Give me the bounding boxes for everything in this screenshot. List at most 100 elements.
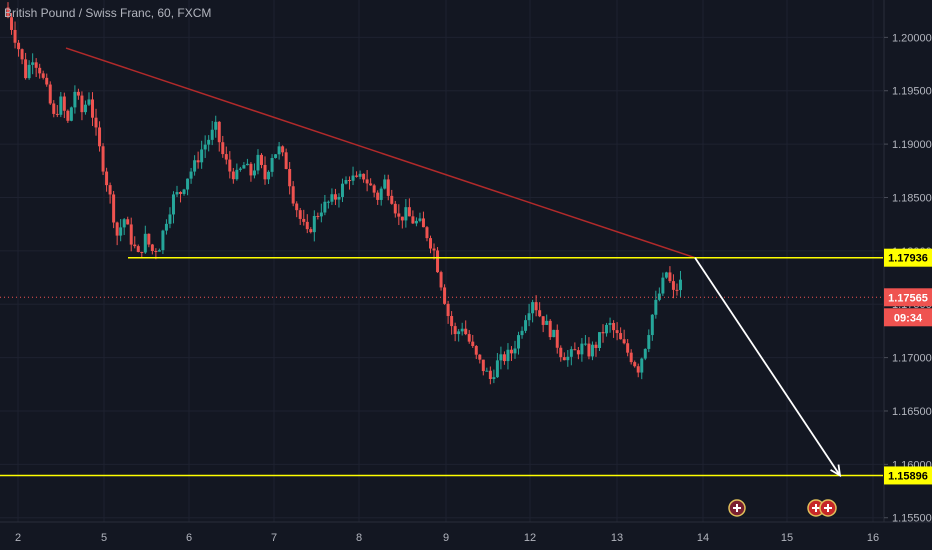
price-tag-current <box>884 288 932 307</box>
candle-body <box>425 227 429 239</box>
candle-body <box>281 146 285 153</box>
candle-body <box>87 99 91 105</box>
candle-body <box>182 189 186 194</box>
candle-body <box>41 73 45 78</box>
candle-body <box>27 64 31 79</box>
uk-flag-event-icon[interactable] <box>728 499 746 517</box>
candle-body <box>411 216 415 224</box>
candle-body <box>485 370 489 372</box>
candle-body <box>583 343 587 345</box>
candle-body <box>531 302 535 314</box>
candle-body <box>224 154 228 160</box>
candle-body <box>305 221 309 230</box>
candle-body <box>157 250 161 252</box>
candle-body <box>94 117 98 128</box>
candle-body <box>439 272 443 288</box>
candle-body <box>17 42 21 50</box>
candle-body <box>421 218 425 228</box>
candle-body <box>450 316 454 327</box>
price-tick-label: 1.17000 <box>892 353 932 365</box>
price-tick-label: 1.16500 <box>892 406 932 418</box>
candle-body <box>499 354 503 361</box>
candle-body <box>471 341 475 347</box>
candle-body <box>414 220 418 224</box>
candle-body <box>277 146 281 155</box>
candle-body <box>534 302 538 311</box>
candle-body <box>319 212 323 217</box>
candle-body <box>161 230 165 251</box>
candle-body <box>20 49 24 60</box>
candle-body <box>351 175 355 181</box>
candle-body <box>59 96 63 115</box>
candle-body <box>481 359 485 372</box>
candle-body <box>45 77 49 85</box>
time-tick-label: 2 <box>15 532 21 544</box>
candle-body <box>83 104 87 113</box>
candle-body <box>284 152 288 170</box>
price-tags: 1.17936 1.17565 09:34 1.15896 <box>884 248 932 485</box>
candle-body <box>369 183 373 186</box>
candle-body <box>267 171 271 180</box>
candle-body <box>569 349 573 357</box>
candle-body <box>291 186 295 204</box>
candle-body <box>217 121 221 143</box>
candle-body <box>252 170 256 176</box>
candle-body <box>619 333 623 340</box>
candle-body <box>509 349 513 354</box>
candle-body <box>527 313 531 321</box>
candle-body <box>13 29 17 43</box>
candle-body <box>453 326 457 335</box>
time-tick-label: 8 <box>356 532 362 544</box>
candle-body <box>274 154 278 158</box>
candle-body <box>362 173 366 180</box>
event-icons[interactable] <box>728 499 837 517</box>
candle-body <box>365 179 369 184</box>
candle-body <box>309 229 313 233</box>
candle-body <box>348 180 352 182</box>
chart-title: British Pound / Swiss Franc, 60, FXCM <box>4 6 212 20</box>
price-tag-label: 1.17565 <box>888 292 928 304</box>
candle-body <box>179 192 183 194</box>
candle-body <box>467 334 471 342</box>
candle-body <box>260 154 263 165</box>
candle-body <box>38 67 42 74</box>
candle-body <box>555 329 559 348</box>
candle-body <box>48 84 52 104</box>
candle-body <box>154 251 158 253</box>
candle-body <box>629 352 633 363</box>
candle-body <box>650 314 654 336</box>
candle-body <box>242 165 246 169</box>
candle-body <box>390 195 394 204</box>
candle-body <box>150 244 154 252</box>
candle-body <box>6 7 10 18</box>
candle-body <box>210 129 214 140</box>
candle-body <box>573 349 577 351</box>
candle-body <box>196 160 200 163</box>
candle-body <box>323 201 327 213</box>
candle-body <box>221 142 225 155</box>
time-axis[interactable]: 2 5 6 7 8 9 12 13 14 15 16 <box>0 521 932 544</box>
candle-body <box>133 244 137 247</box>
candle-body <box>559 347 563 358</box>
candle-body <box>76 91 80 96</box>
candle-body <box>298 210 302 219</box>
candle-body <box>432 248 436 251</box>
price-tag-countdown <box>884 308 932 327</box>
candle-body <box>517 335 521 349</box>
candle-body <box>228 159 232 172</box>
candle-body <box>436 250 440 273</box>
candle-body <box>312 215 316 233</box>
candle-body <box>143 233 147 253</box>
price-tick-label: 1.19500 <box>892 86 932 98</box>
candle-body <box>520 330 524 336</box>
candle-body <box>675 289 679 291</box>
candle-body <box>552 329 556 338</box>
candle-body <box>524 320 528 331</box>
candle-body <box>358 173 362 177</box>
swiss-flag-event-icon[interactable] <box>819 499 837 517</box>
projection-arrow-head <box>830 464 842 478</box>
candle-body <box>506 349 510 362</box>
candle-body <box>400 216 404 221</box>
